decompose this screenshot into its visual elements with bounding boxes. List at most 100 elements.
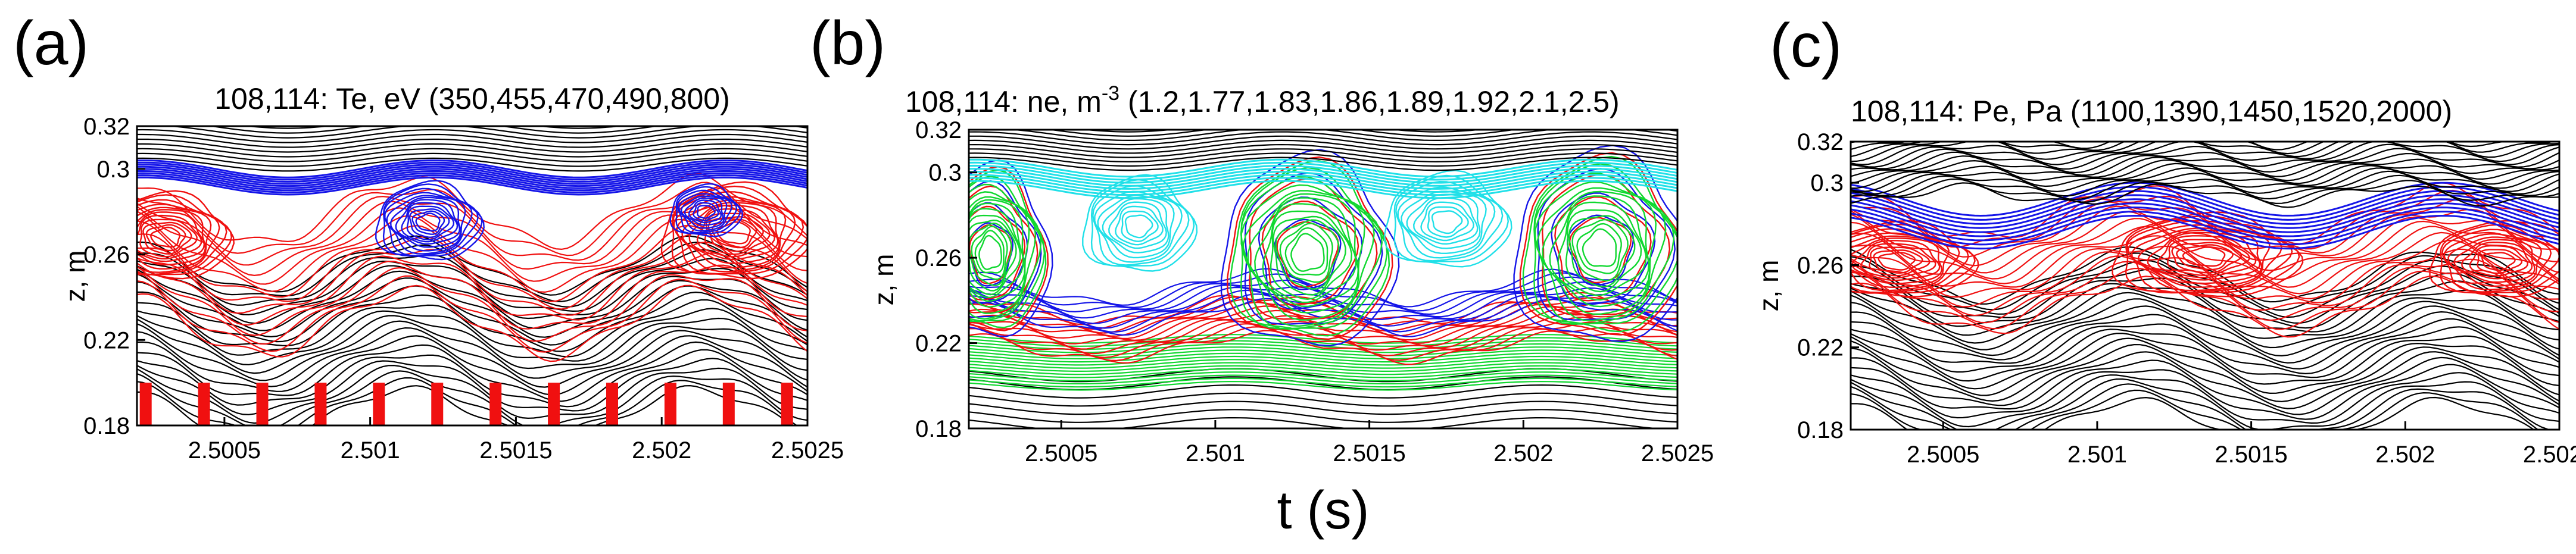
x-tick-label: 2.5025: [1641, 440, 1714, 467]
te-contour-black: [137, 138, 807, 153]
te-contour-black: [137, 143, 807, 158]
ne-contour-red: [969, 321, 1677, 355]
pe-contour-black: [1851, 396, 2535, 430]
ne-contour-green: [1240, 167, 1388, 330]
ne-contour-green: [1273, 215, 1346, 296]
x-tick-label: 2.501: [1186, 440, 1245, 467]
x-tick-label: 2.5015: [1333, 440, 1405, 467]
te-contour-red: [671, 185, 807, 275]
ne-contour-cyan: [969, 177, 1677, 196]
ne-contour-green: [1275, 219, 1340, 290]
ne-contour-cyan: [969, 161, 1677, 181]
x-tick-label: 2.502: [2375, 442, 2435, 468]
y-tick-label: 0.26: [915, 245, 962, 271]
pe-contour-black: [1851, 148, 2559, 174]
ne-contour-green: [1571, 218, 1629, 281]
y-tick-label: 0.22: [915, 331, 962, 357]
y-tick-label: 0.26: [83, 242, 130, 268]
ne-contour-blue: [969, 159, 1053, 337]
ne-contour-green: [1254, 197, 1359, 308]
ne-contour-red: [969, 165, 1049, 331]
pe-contour-red: [1873, 249, 1923, 274]
panel-a: (a) 108,114: Te, eV (350,455,470,490,800…: [13, 9, 844, 464]
pe-contour-black: [1851, 280, 2559, 336]
ne-contour-cyan: [969, 168, 1677, 187]
pe-contour-red: [2443, 233, 2552, 290]
te-contour-blue: [382, 183, 483, 257]
te-contour-red: [137, 201, 807, 277]
y-tick-label: 0.18: [1797, 417, 1844, 443]
ne-contour-cyan: [969, 180, 1677, 199]
te-marker-bar: [139, 383, 152, 425]
y-tick-label: 0.26: [1797, 252, 1844, 278]
ne-contour-red: [969, 296, 1677, 330]
te-marker-bar: [314, 383, 327, 425]
ne-contour-green: [1565, 209, 1642, 293]
ne-contour-green: [1240, 176, 1383, 330]
te-contour-blue: [137, 161, 807, 181]
te-contour-blue: [415, 212, 441, 232]
pe-contour-black: [1851, 143, 2559, 170]
ne-contour-cyan: [1412, 197, 1479, 245]
ne-contour-black: [969, 148, 1677, 162]
ne-contour-green: [969, 374, 1677, 384]
x-tick-label: 2.5015: [479, 437, 552, 464]
pe-contour-blue: [1851, 194, 2559, 229]
pe-contour-red: [1878, 252, 1916, 271]
te-contour-blue: [681, 195, 728, 229]
pe-contour-red: [1851, 228, 1969, 293]
ne-contour-green: [969, 337, 1677, 347]
ne-contour-green: [969, 219, 1017, 292]
te-contour-red: [137, 190, 235, 280]
te-contour-red: [137, 215, 807, 293]
te-marker-bar: [431, 383, 444, 425]
te-marker-bar: [198, 383, 210, 425]
pe-contour-black: [1851, 305, 2559, 364]
ne-contour-green: [978, 234, 1003, 270]
ne-contour-green: [1242, 190, 1365, 321]
panel-c-axes-frame: [1850, 140, 2561, 431]
te-contour-blue: [395, 199, 461, 245]
ne-contour-green: [969, 208, 1024, 299]
te-contour-blue: [137, 168, 807, 187]
te-contour-blue: [676, 189, 738, 234]
ne-contour-red: [969, 323, 1677, 358]
ne-contour-green: [1582, 228, 1617, 267]
te-contour-black: [137, 308, 807, 365]
y-tick-label: 0.18: [83, 413, 130, 439]
ne-contour-red: [1261, 201, 1359, 306]
y-tick-label: 0.22: [83, 327, 130, 353]
te-contour-red: [137, 209, 207, 266]
pe-contour-black: [1851, 170, 2559, 197]
panel-b-axes-frame: [968, 129, 1679, 430]
pe-contour-black: [1851, 311, 2559, 370]
ne-contour-green: [1270, 210, 1353, 301]
te-contour-black: [137, 349, 807, 408]
ne-contour-cyan: [1092, 185, 1190, 266]
pe-contour-blue: [1851, 198, 2559, 233]
ne-contour-green: [969, 214, 1021, 296]
te-contour-red: [137, 242, 807, 316]
ne-contour-green: [969, 380, 1677, 391]
ne-contour-black: [969, 392, 1677, 407]
ne-contour-black: [969, 139, 1677, 154]
te-contour-black: [137, 291, 807, 352]
ne-contour-cyan: [969, 164, 1677, 184]
ne-contour-black: [1008, 130, 1677, 141]
te-contour-blue: [408, 208, 450, 238]
panel-b-ylabel: z, m: [868, 254, 899, 306]
ne-contour-cyan: [1108, 201, 1167, 249]
te-contour-red: [676, 199, 787, 269]
te-contour-black: [137, 384, 793, 425]
panel-b-x-ticks: 2.5005 2.501 2.5015 2.502 2.5025: [1025, 420, 1714, 467]
ne-contour-blue: [969, 286, 1677, 324]
pe-contour-red: [2182, 246, 2226, 267]
pe-contour-red: [2171, 242, 2243, 274]
te-contour-blue: [389, 196, 461, 248]
te-contour-red: [137, 206, 212, 270]
te-contour-red: [137, 194, 233, 276]
y-tick-label: 0.3: [96, 157, 130, 183]
ne-contour-green: [1290, 233, 1325, 272]
pe-contour-black: [1851, 162, 2559, 189]
y-tick-label: 0.3: [1810, 170, 1844, 196]
